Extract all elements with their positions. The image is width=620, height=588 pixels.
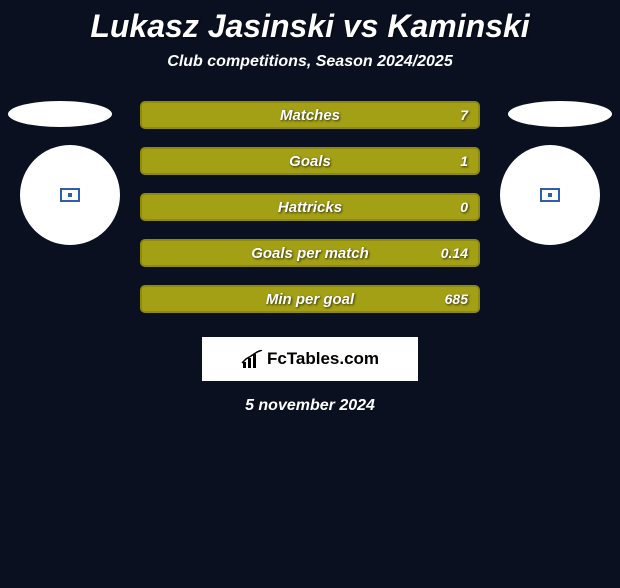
stat-row: Hattricks 0 bbox=[140, 193, 480, 221]
club-logo-icon bbox=[540, 188, 560, 202]
player-left-ellipse bbox=[8, 101, 112, 127]
stat-row: Matches 7 bbox=[140, 101, 480, 129]
stat-value: 7 bbox=[460, 107, 468, 123]
stat-row: Min per goal 685 bbox=[140, 285, 480, 313]
date-label: 5 november 2024 bbox=[0, 397, 620, 415]
brand-badge: FcTables.com bbox=[202, 337, 418, 381]
stat-value: 0.14 bbox=[441, 245, 468, 261]
club-logo-icon bbox=[60, 188, 80, 202]
stat-value: 1 bbox=[460, 153, 468, 169]
stats-list: Matches 7 Goals 1 Hattricks 0 Goals per … bbox=[140, 101, 480, 313]
stat-label: Goals per match bbox=[251, 245, 369, 262]
stat-row: Goals per match 0.14 bbox=[140, 239, 480, 267]
player-right-avatar bbox=[500, 145, 600, 245]
subtitle: Club competitions, Season 2024/2025 bbox=[0, 53, 620, 71]
player-left-avatar bbox=[20, 145, 120, 245]
player-right-ellipse bbox=[508, 101, 612, 127]
stat-row: Goals 1 bbox=[140, 147, 480, 175]
comparison-panel: Matches 7 Goals 1 Hattricks 0 Goals per … bbox=[0, 101, 620, 313]
page-title: Lukasz Jasinski vs Kaminski bbox=[0, 8, 620, 45]
brand-label: FcTables.com bbox=[267, 349, 379, 369]
stat-label: Goals bbox=[289, 153, 331, 170]
stat-value: 0 bbox=[460, 199, 468, 215]
stat-label: Matches bbox=[280, 107, 340, 124]
chart-icon bbox=[241, 350, 263, 368]
stat-value: 685 bbox=[445, 291, 468, 307]
stat-label: Min per goal bbox=[266, 291, 354, 308]
stat-label: Hattricks bbox=[278, 199, 342, 216]
